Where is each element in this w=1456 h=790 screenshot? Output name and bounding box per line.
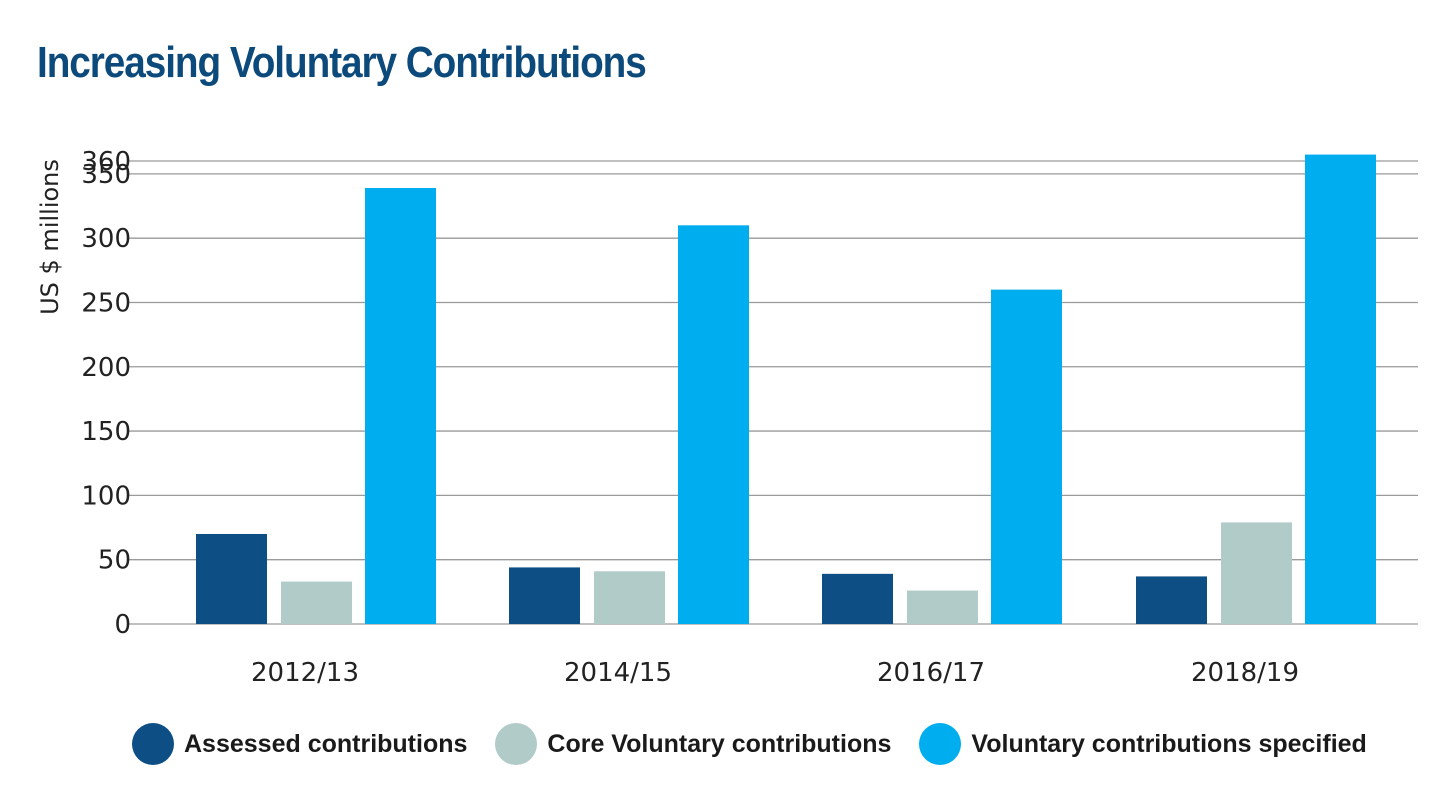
y-tick-label: 350: [81, 160, 131, 190]
legend-item: Assessed contributions: [132, 723, 467, 765]
y-tick-label: 50: [98, 546, 131, 576]
bars: [196, 154, 1376, 625]
y-tick-label: 100: [81, 481, 131, 511]
bar-2012-13-series-3: [365, 188, 436, 624]
bar-2018-19-series-3: [1305, 154, 1376, 624]
legend: Assessed contributions Core Voluntary con…: [132, 720, 1395, 768]
legend-item: Voluntary contributions specified: [919, 723, 1367, 765]
legend-label: Voluntary contributions specified: [971, 729, 1367, 758]
legend-swatch: [919, 723, 962, 765]
y-tick-label: 360: [81, 147, 131, 177]
legend-item: Core Voluntary contributions: [495, 723, 891, 765]
bar-2018-19-series-1: [1136, 576, 1207, 624]
x-tick-label: 2016/17: [877, 658, 985, 688]
bar-2016-17-series-1: [822, 573, 893, 624]
legend-label: Assessed contributions: [184, 729, 468, 758]
x-tick-label: 2014/15: [564, 658, 672, 688]
y-axis-label: US $ millions: [36, 159, 64, 315]
legend-swatch: [495, 723, 538, 765]
chart-title: Increasing Voluntary Contributions: [37, 38, 647, 87]
bar-2012-13-series-2: [281, 581, 352, 624]
y-tick-label: 0: [114, 610, 131, 640]
y-tick-label: 250: [81, 288, 131, 318]
bar-2016-17-series-2: [907, 590, 978, 624]
bar-2014-15-series-3: [678, 225, 749, 625]
x-tick-label: 2012/13: [251, 658, 359, 688]
bar-2014-15-series-1: [509, 567, 580, 624]
legend-swatch: [132, 723, 174, 765]
y-tick-label: 300: [81, 224, 131, 254]
bar-2012-13-series-1: [196, 533, 267, 624]
bar-2014-15-series-2: [594, 571, 665, 624]
bar-2016-17-series-3: [991, 289, 1062, 624]
y-tick-label: 150: [81, 417, 131, 447]
x-axis-ticks: 2012/13 2014/15 2016/17 2018/19: [251, 658, 1299, 688]
legend-label: Core Voluntary contributions: [547, 729, 892, 758]
y-tick-label: 200: [81, 353, 131, 383]
x-tick-label: 2018/19: [1191, 658, 1299, 688]
bar-2018-19-series-2: [1221, 522, 1292, 624]
